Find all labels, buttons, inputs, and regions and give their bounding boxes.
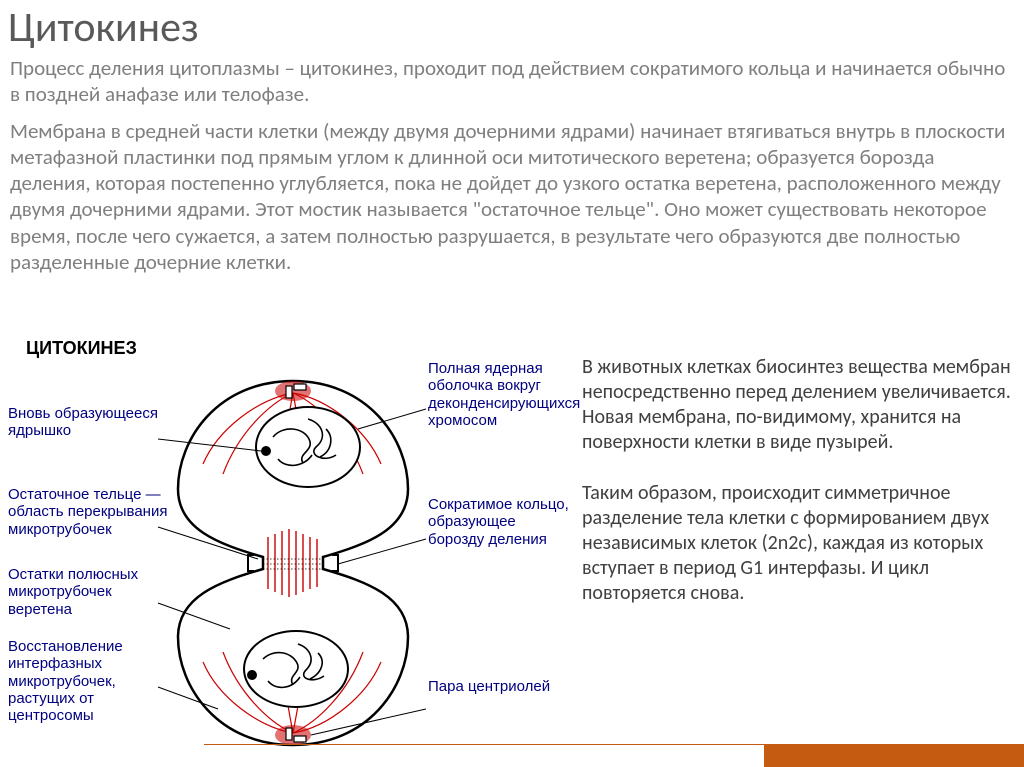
label-midbody: Остаточное тельце —область перекрываниям… [8,486,168,538]
footer-bar [764,745,1024,767]
label-contractile-ring: Сократимое кольцо,образующееборозду деле… [428,496,578,548]
right-paragraph-1: В животных клетках биосинтез вещества ме… [582,355,1012,455]
right-column: В животных клетках биосинтез вещества ме… [582,355,1012,632]
paragraph-2: Мембрана в средней части клетки (между д… [0,118,1024,286]
paragraph-1: Процесс деления цитоплазмы – цитокинез, … [0,53,1024,118]
label-nucleolus: Вновь образующеесяядрышко [8,405,163,440]
page-title: Цитокинез [0,0,1024,53]
label-centrioles: Пара центриолей [428,678,568,695]
right-paragraph-2: Таким образом, происходит симметричное р… [582,481,1012,606]
label-interphase-mt: Восстановлениеинтерфазныхмикротрубочек,р… [8,638,173,724]
label-polar-remnants: Остатки полюсныхмикротрубочекверетена [8,566,158,618]
diagram-caption: ЦИТОКИНЕЗ [8,338,568,359]
label-nuclear-envelope: Полная ядернаяоболочка вокругдеконденсир… [428,360,588,429]
diagram-container: ЦИТОКИНЕЗ [8,338,568,759]
